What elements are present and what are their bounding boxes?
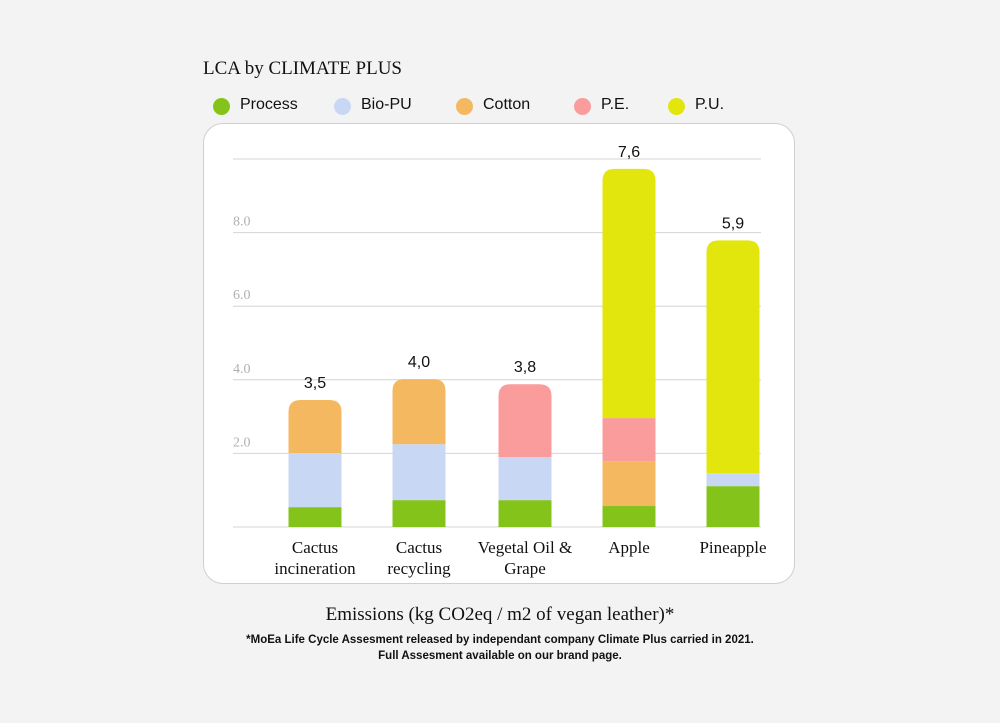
legend-marker [334, 98, 351, 115]
legend-label: Cotton [483, 96, 531, 113]
x-tick-label: Apple [608, 538, 650, 557]
legend-marker [213, 98, 230, 115]
bar-segment [602, 506, 656, 527]
legend-label: P.E. [601, 96, 630, 113]
y-tick-label: 2.0 [233, 435, 251, 450]
x-tick-label: Cactus recycling [387, 538, 451, 578]
total-label: 4,0 [408, 354, 430, 371]
bar-segment [706, 486, 760, 527]
y-tick-label: 8.0 [233, 215, 251, 230]
total-label: 3,8 [514, 359, 536, 376]
bar-segment [288, 453, 342, 508]
legend-marker [456, 98, 473, 115]
x-tick-label: Pineapple [699, 538, 767, 557]
bar-segment [392, 500, 446, 527]
bar-segment [392, 444, 446, 501]
bar-segment [392, 379, 446, 445]
bar-segment [706, 473, 760, 487]
bar-segment [602, 418, 656, 462]
bar-segment [706, 240, 760, 474]
y-tick-label: 6.0 [233, 288, 251, 303]
bar-segment [602, 168, 656, 419]
y-tick-label: 4.0 [233, 362, 251, 377]
total-label: 7,6 [618, 144, 640, 161]
legend-label: Process [240, 96, 298, 113]
legend-marker [668, 98, 685, 115]
legend-label: Bio-PU [361, 96, 412, 113]
total-label: 5,9 [722, 215, 744, 232]
x-axis-label: Emissions (kg CO2eq / m2 of vegan leathe… [325, 604, 675, 625]
bar-segment [498, 384, 552, 458]
footnote: Full Assesment available on our brand pa… [378, 650, 622, 662]
bar-segment [288, 507, 342, 527]
legend-label: P.U. [695, 96, 725, 113]
bar-segment [288, 400, 342, 454]
total-label: 3,5 [304, 375, 326, 392]
chart-title: LCA by CLIMATE PLUS [203, 58, 402, 79]
x-tick-label: Vegetal Oil & Grape [477, 538, 573, 578]
bar-segment [498, 457, 552, 501]
footnote: *MoEa Life Cycle Assesment released by i… [246, 634, 754, 646]
bar-segment [498, 500, 552, 527]
bar-segment [602, 461, 656, 507]
legend-marker [574, 98, 591, 115]
x-tick-label: Cactus incineration [274, 538, 356, 578]
